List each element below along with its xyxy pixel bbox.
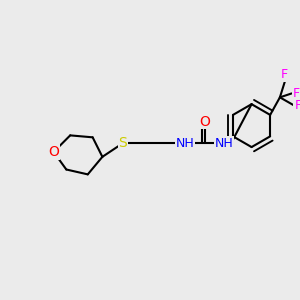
- Text: F: F: [281, 68, 288, 81]
- Text: O: O: [199, 115, 210, 129]
- Text: O: O: [48, 145, 59, 159]
- Text: F: F: [293, 87, 300, 100]
- Text: NH: NH: [176, 137, 195, 150]
- Text: S: S: [118, 136, 127, 150]
- Text: NH: NH: [215, 137, 234, 150]
- Text: F: F: [295, 99, 300, 112]
